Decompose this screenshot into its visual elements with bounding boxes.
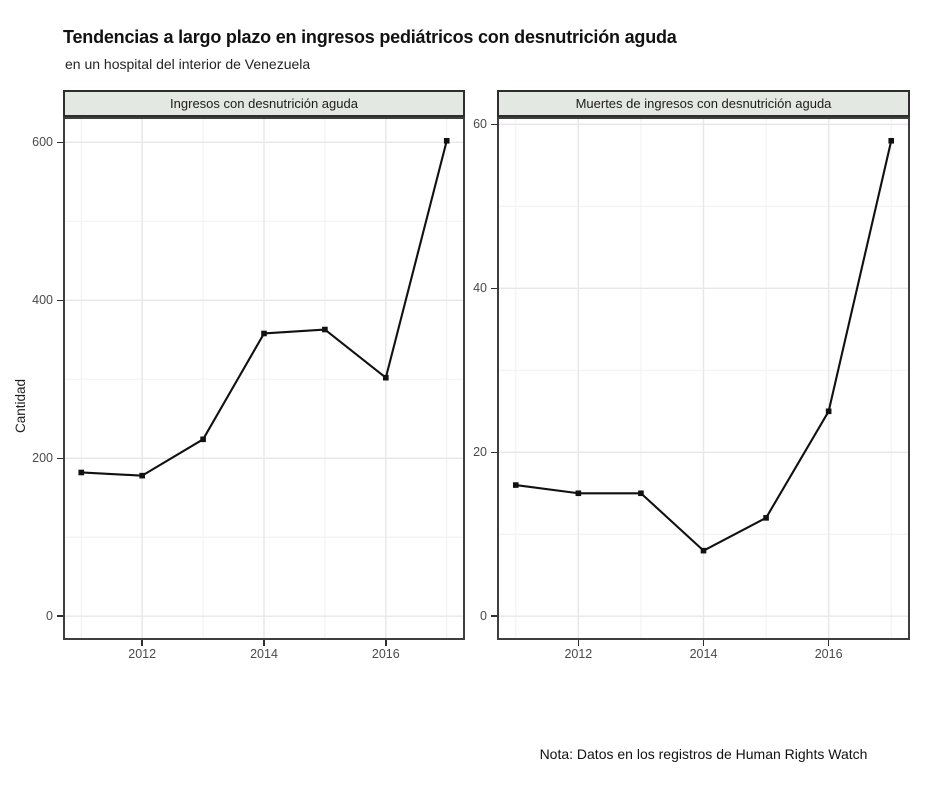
y-tick-mark bbox=[57, 615, 63, 617]
y-tick-mark bbox=[491, 451, 497, 454]
x-tick-mark bbox=[577, 640, 580, 646]
chart-subtitle: en un hospital del interior de Venezuela bbox=[65, 56, 311, 72]
y-tick-mark bbox=[57, 299, 63, 302]
x-tick-label: 2014 bbox=[250, 647, 278, 661]
x-tick-mark bbox=[385, 640, 387, 646]
y-tick-label: 60 bbox=[473, 116, 487, 131]
panel-plot-ingresos bbox=[63, 117, 465, 640]
x-tick-label: 2016 bbox=[814, 647, 843, 661]
data-point-marker bbox=[638, 490, 644, 497]
panel-strip-label: Muertes de ingresos con desnutrición agu… bbox=[575, 96, 832, 111]
x-tick-label: 2014 bbox=[689, 647, 718, 661]
data-point-marker bbox=[443, 137, 450, 144]
data-point-marker bbox=[139, 472, 145, 479]
data-point-marker bbox=[383, 374, 389, 381]
x-tick-label: 2012 bbox=[128, 647, 157, 661]
data-point-marker bbox=[200, 436, 206, 443]
y-tick-label: 200 bbox=[32, 450, 53, 465]
data-point-marker bbox=[575, 490, 582, 497]
panel-canvas-0 bbox=[63, 117, 465, 640]
y-axis-title: Cantidad bbox=[13, 378, 28, 433]
y-tick-mark bbox=[57, 141, 63, 144]
data-point-marker bbox=[763, 515, 769, 521]
x-tick-mark bbox=[141, 640, 143, 646]
data-point-marker bbox=[825, 408, 832, 415]
y-tick-label: 400 bbox=[32, 292, 53, 307]
panel-plot-muertes bbox=[497, 117, 910, 640]
panel-strip-ingresos: Ingresos con desnutrición aguda bbox=[63, 90, 465, 117]
y-tick-mark bbox=[57, 457, 63, 460]
y-tick-label: 20 bbox=[473, 444, 487, 459]
y-tick-label: 0 bbox=[46, 608, 53, 623]
x-tick-mark bbox=[263, 640, 265, 646]
panel-strip-label: Ingresos con desnutrición aguda bbox=[170, 96, 358, 111]
data-point-marker bbox=[322, 326, 328, 333]
data-point-marker bbox=[78, 469, 85, 476]
y-tick-mark bbox=[491, 287, 497, 290]
y-tick-label: 600 bbox=[32, 134, 53, 149]
data-point-marker bbox=[700, 547, 707, 554]
y-tick-label: 0 bbox=[480, 608, 487, 623]
panel-canvas-1 bbox=[497, 117, 910, 640]
x-tick-label: 2016 bbox=[371, 647, 400, 661]
x-tick-label: 2012 bbox=[564, 647, 593, 661]
x-tick-mark bbox=[702, 640, 705, 646]
data-point-marker bbox=[261, 330, 267, 337]
y-tick-mark bbox=[491, 615, 497, 617]
y-tick-label: 40 bbox=[473, 280, 487, 295]
panel-strip-muertes: Muertes de ingresos con desnutrición agu… bbox=[497, 90, 910, 117]
data-point-marker bbox=[512, 482, 519, 488]
source-note: Nota: Datos en los registros de Human Ri… bbox=[539, 746, 868, 762]
data-point-marker bbox=[888, 137, 895, 144]
y-tick-mark bbox=[491, 123, 497, 126]
x-tick-mark bbox=[827, 640, 830, 646]
chart-title: Tendencias a largo plazo en ingresos ped… bbox=[63, 27, 677, 47]
